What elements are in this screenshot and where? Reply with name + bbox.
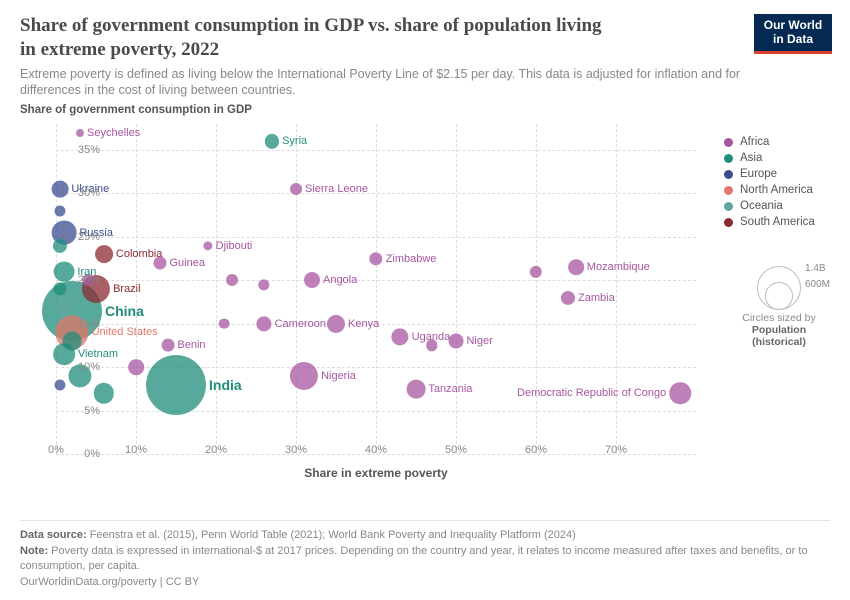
point-democratic-republic-of-congo[interactable] <box>669 382 691 404</box>
legend-label: South America <box>740 216 815 228</box>
color-legend: Africa Asia Europe North America Oceania Sout… <box>724 136 834 232</box>
point-uganda[interactable] <box>391 328 408 345</box>
label-vietnam: Vietnam <box>78 348 118 360</box>
plot-area: SeychellesSyriaUkraineSierra LeoneRussia… <box>56 124 696 454</box>
footer: Data source: Feenstra et al. (2015), Pen… <box>20 520 830 590</box>
legend-label: Africa <box>740 136 769 148</box>
y-tick: 25% <box>68 231 100 243</box>
point-p2[interactable] <box>53 238 67 252</box>
x-tick: 20% <box>205 444 227 456</box>
point-p10[interactable] <box>226 274 238 286</box>
point-seychelles[interactable] <box>76 129 84 137</box>
label-guinea: Guinea <box>169 257 204 269</box>
point-p4[interactable] <box>56 299 72 315</box>
label-niger: Niger <box>466 335 492 347</box>
label-democratic-republic-of-congo: Democratic Republic of Congo <box>517 387 666 399</box>
label-syria: Syria <box>282 135 307 147</box>
x-axis-title: Share in extreme poverty <box>304 466 447 480</box>
legend-swatch <box>724 138 733 147</box>
point-p11[interactable] <box>258 279 269 290</box>
y-tick: 20% <box>68 274 100 286</box>
point-nigeria[interactable] <box>290 362 318 390</box>
point-djibouti[interactable] <box>203 241 212 250</box>
label-china: China <box>105 303 144 319</box>
legend-label: Oceania <box>740 200 783 212</box>
point-colombia[interactable] <box>95 245 113 263</box>
legend-swatch <box>724 170 733 179</box>
owid-logo: Our World in Data <box>754 14 832 54</box>
label-zimbabwe: Zimbabwe <box>386 253 437 265</box>
point-sierra-leone[interactable] <box>290 183 302 195</box>
point-niger[interactable] <box>449 334 464 349</box>
point-p5[interactable] <box>63 332 82 351</box>
header: Share of government consumption in GDP v… <box>0 0 850 103</box>
point-p15[interactable] <box>426 340 437 351</box>
y-tick: 5% <box>68 405 100 417</box>
point-mozambique[interactable] <box>568 259 584 275</box>
size-caption2: Population (historical) <box>724 324 834 348</box>
x-tick: 0% <box>48 444 64 456</box>
legend-swatch <box>724 218 733 227</box>
point-benin[interactable] <box>162 339 175 352</box>
legend-item-oceania[interactable]: Oceania <box>724 200 834 212</box>
size-label-outer: 1.4B <box>805 263 826 274</box>
size-caption1: Circles sized by <box>724 312 834 324</box>
legend-swatch <box>724 186 733 195</box>
legend-swatch <box>724 202 733 211</box>
y-axis-title: Share of government consumption in GDP <box>20 104 252 116</box>
point-kenya[interactable] <box>327 315 345 333</box>
legend-item-asia[interactable]: Asia <box>724 152 834 164</box>
legend-item-africa[interactable]: Africa <box>724 136 834 148</box>
point-cameroon[interactable] <box>256 316 271 331</box>
legend-label: North America <box>740 184 813 196</box>
legend-label: Asia <box>740 152 762 164</box>
label-united-states: United States <box>92 326 158 338</box>
x-tick: 40% <box>365 444 387 456</box>
x-tick: 50% <box>445 444 467 456</box>
legend-label: Europe <box>740 168 777 180</box>
label-nigeria: Nigeria <box>321 370 356 382</box>
label-india: India <box>209 377 242 393</box>
point-guinea[interactable] <box>154 256 167 269</box>
point-p9[interactable] <box>128 359 144 375</box>
size-label-inner: 600M <box>805 279 830 290</box>
point-india[interactable] <box>146 355 206 415</box>
y-tick: 30% <box>68 187 100 199</box>
y-tick: 0% <box>68 448 100 460</box>
chart-title: Share of government consumption in GDP v… <box>20 14 620 62</box>
chart-area: Share of government consumption in GDP S… <box>20 108 710 488</box>
point-ukraine[interactable] <box>52 181 69 198</box>
point-p12[interactable] <box>219 318 230 329</box>
y-tick: 35% <box>68 144 100 156</box>
chart-subtitle: Extreme poverty is defined as living bel… <box>20 66 760 100</box>
size-circle-inner <box>765 282 793 310</box>
x-tick: 30% <box>285 444 307 456</box>
point-angola[interactable] <box>304 272 320 288</box>
legend-item-north-america[interactable]: North America <box>724 184 834 196</box>
x-tick: 60% <box>525 444 547 456</box>
label-djibouti: Djibouti <box>216 240 253 252</box>
label-mozambique: Mozambique <box>587 261 650 273</box>
y-tick: 15% <box>68 318 100 330</box>
point-p13[interactable] <box>530 265 542 277</box>
point-tanzania[interactable] <box>407 379 426 398</box>
point-syria[interactable] <box>265 134 279 148</box>
size-legend: 1.4B 600M Circles sized by Population (hi… <box>724 260 834 348</box>
point-p7[interactable] <box>94 383 114 403</box>
point-p1[interactable] <box>54 205 65 216</box>
label-tanzania: Tanzania <box>428 383 472 395</box>
label-zambia: Zambia <box>578 292 615 304</box>
x-tick: 10% <box>125 444 147 456</box>
y-tick: 10% <box>68 361 100 373</box>
legend-item-south-america[interactable]: South America <box>724 216 834 228</box>
point-zambia[interactable] <box>561 291 575 305</box>
label-benin: Benin <box>177 339 205 351</box>
x-tick: 70% <box>605 444 627 456</box>
point-p8[interactable] <box>54 379 65 390</box>
legend-swatch <box>724 154 733 163</box>
label-seychelles: Seychelles <box>87 127 140 139</box>
point-zimbabwe[interactable] <box>369 252 382 265</box>
legend-item-europe[interactable]: Europe <box>724 168 834 180</box>
